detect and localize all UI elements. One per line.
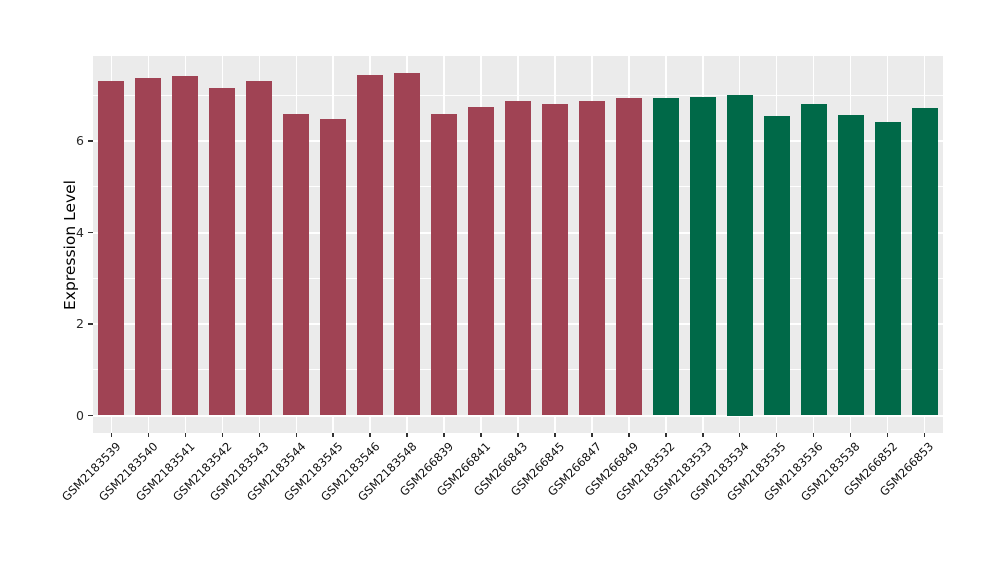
x-tick-mark [295, 433, 297, 437]
bar-GSM266839 [431, 114, 458, 416]
y-tick-mark [88, 140, 93, 142]
y-axis-title: Expression Level [61, 179, 79, 310]
y-tick-mark [88, 323, 93, 325]
x-tick-mark [554, 433, 556, 437]
bar-GSM2183543 [246, 81, 273, 416]
x-tick-mark [184, 433, 187, 437]
bar-GSM2183536 [800, 103, 827, 416]
x-tick-mark [665, 433, 667, 437]
y-tick-label: 4 [76, 224, 84, 240]
y-tick-mark [88, 414, 93, 417]
minor-gridline [93, 94, 943, 96]
bar-GSM2183535 [763, 115, 790, 416]
bar-GSM2183533 [689, 96, 716, 416]
x-tick-mark [517, 433, 519, 437]
bar-GSM2183542 [209, 88, 236, 416]
x-tick-mark [812, 433, 815, 437]
bar-GSM266847 [578, 100, 605, 416]
bar-GSM266849 [615, 98, 642, 416]
y-tick-label: 0 [76, 407, 84, 423]
bar-GSM266845 [541, 103, 568, 416]
x-tick-mark [628, 433, 630, 437]
bar-GSM2183546 [357, 74, 384, 416]
bar-GSM266841 [468, 107, 495, 416]
x-tick-mark [110, 433, 113, 437]
bar-GSM2183538 [837, 114, 864, 416]
bar-GSM266843 [505, 100, 531, 416]
y-tick-label: 2 [76, 316, 84, 331]
x-tick-mark [332, 433, 334, 437]
bar-GSM2183534 [726, 95, 753, 416]
bar-GSM266853 [911, 108, 938, 416]
x-tick-mark [406, 433, 408, 437]
x-tick-mark [369, 433, 371, 437]
x-tick-mark [443, 433, 445, 437]
x-tick-mark [258, 433, 261, 437]
bar-GSM2183544 [283, 114, 310, 416]
x-tick-mark [702, 433, 704, 437]
x-tick-mark [480, 433, 482, 437]
x-tick-mark [849, 433, 852, 437]
bar-GSM2183539 [98, 80, 125, 416]
x-tick-mark [923, 433, 926, 437]
y-tick-mark [88, 231, 93, 234]
x-tick-mark [775, 433, 778, 437]
major-gridline [93, 414, 943, 417]
y-tick-label: 6 [76, 133, 84, 148]
x-tick-mark [886, 433, 889, 437]
bar-GSM2183548 [394, 72, 421, 416]
bar-GSM2183532 [652, 98, 679, 416]
bar-GSM266852 [874, 121, 901, 416]
bar-GSM2183545 [320, 119, 347, 416]
x-tick-mark [221, 433, 224, 437]
bar-GSM2183540 [135, 77, 162, 416]
x-tick-mark [738, 433, 741, 437]
bar-GSM2183541 [172, 75, 199, 416]
x-tick-mark [591, 433, 593, 437]
plot-panel [93, 56, 943, 433]
x-tick-mark [147, 433, 150, 437]
